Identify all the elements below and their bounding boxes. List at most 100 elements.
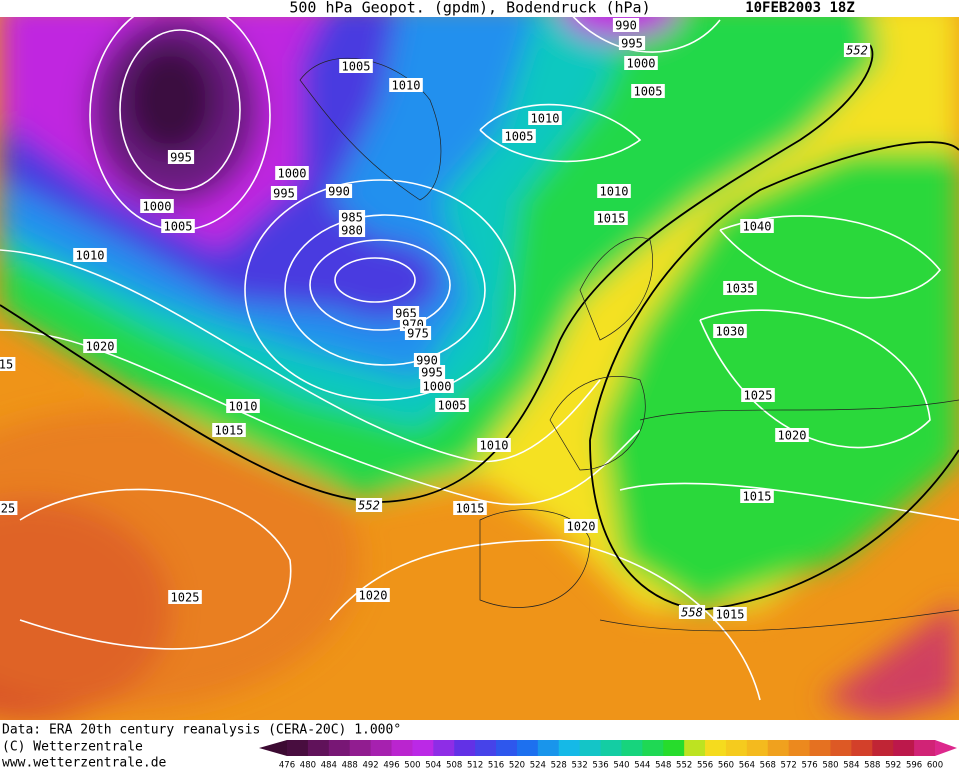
colorbar-label: 520	[509, 761, 525, 770]
isobar-label-box	[356, 588, 390, 602]
isobar-label-box	[741, 388, 775, 402]
colorbar-label: 544	[634, 761, 650, 770]
colorbar-swatch	[914, 740, 936, 756]
isobar-label-box	[140, 199, 174, 213]
isobar-label: 15	[0, 358, 13, 372]
isobar-labels: 9909951000100510051010101010059951000995…	[0, 18, 871, 622]
colorbar-label: 504	[425, 761, 441, 770]
colorbar-label: 584	[843, 761, 859, 770]
colorbar-label: 532	[572, 761, 588, 770]
isobar-label: 995	[621, 37, 643, 51]
isobar-label-box	[275, 166, 309, 180]
isobar-label-box	[161, 219, 195, 233]
colorbar-swatch	[537, 740, 560, 756]
colorbar-label: 496	[383, 761, 399, 770]
isobar-label-box	[83, 339, 117, 353]
isobar-label-box	[618, 36, 646, 50]
colorbar-label: 476	[279, 761, 295, 770]
isobar-label: 1000	[143, 200, 172, 214]
colorbar-swatch	[830, 740, 852, 756]
isobar-label: 990	[328, 185, 350, 199]
isobar-label-box	[775, 428, 809, 442]
colorbar-label: 576	[801, 761, 817, 770]
colorbar-arrow	[259, 740, 287, 756]
isobar-label: 990	[615, 19, 637, 33]
colorbar-label: 500	[404, 761, 420, 770]
isobar-label: 1005	[634, 85, 663, 99]
isobar-label-box	[355, 498, 383, 512]
colorbar-swatch	[746, 740, 769, 756]
colorbar-swatch	[433, 740, 455, 756]
isobar-label: 1010	[600, 185, 629, 199]
colorbar-label: 552	[676, 761, 692, 770]
isobar-label-box	[612, 18, 640, 32]
isobar-label: 1020	[778, 429, 807, 443]
colorbar-label: 568	[760, 761, 776, 770]
isobar-label-box	[418, 365, 446, 379]
isobar-label: 1040	[743, 220, 772, 234]
isobar-label: 990	[416, 354, 438, 368]
isobar-label-box	[435, 398, 469, 412]
isobar-label: 1020	[359, 589, 388, 603]
colorbar-label: 580	[822, 761, 838, 770]
isobar-label-box	[325, 184, 353, 198]
colorbar-label: 588	[864, 761, 880, 770]
coastlines	[299, 57, 959, 632]
colorbar-swatch	[788, 740, 811, 756]
isobar-label: 552	[846, 44, 868, 58]
colorbar-label: 512	[467, 761, 483, 770]
isobar-label-box	[212, 423, 246, 437]
colorbar-arrow	[935, 740, 957, 756]
colorbar-label: 560	[718, 761, 734, 770]
isobar-label: 1000	[278, 167, 307, 181]
colorbar-swatch	[558, 740, 581, 756]
colorbar-swatch	[496, 740, 518, 756]
isobar-label-box	[404, 326, 432, 340]
isobar-label: 1010	[531, 112, 560, 126]
footer-line: www.wetterzentrale.de	[2, 756, 167, 770]
isobar-label: 1010	[392, 79, 421, 93]
colorbar-label: 488	[342, 761, 358, 770]
colorbar: 476 480 484 488 492 496 500 504 508 512 516 520 524 5…	[259, 740, 957, 770]
isobar-label-box	[413, 353, 441, 367]
footer-line: Data: ERA 20th century reanalysis (CERA-…	[2, 723, 401, 738]
colorbar-swatch	[307, 740, 330, 756]
isobar-label-box	[528, 111, 562, 125]
isobar-label-box	[502, 129, 536, 143]
colorbar-swatch	[600, 740, 622, 756]
isobar-label: 1005	[505, 130, 534, 144]
isobar-label-box	[597, 184, 631, 198]
colorbar-swatch	[349, 740, 372, 756]
isobar-label: 25	[1, 502, 15, 516]
colorbar-swatch	[851, 740, 873, 756]
isobar-label: 975	[407, 327, 429, 341]
colorbar-label: 492	[362, 761, 378, 770]
colorbar-swatch	[684, 740, 706, 756]
colorbar-label: 540	[613, 761, 629, 770]
isobar-label: 1005	[438, 399, 467, 413]
colorbar-label: 572	[781, 761, 797, 770]
colorbar-swatch	[287, 740, 309, 756]
isobar-label: 1025	[171, 591, 200, 605]
header-strip	[0, 0, 959, 17]
isobar-label-box	[270, 186, 298, 200]
isobar-label: 1025	[744, 389, 773, 403]
colorbar-swatch	[663, 740, 685, 756]
isobar-label-box	[740, 219, 774, 233]
colorbar-label: 480	[300, 761, 316, 770]
isobar-label-box	[740, 489, 774, 503]
colorbar-swatch	[725, 740, 748, 756]
isobar-label: 1010	[229, 400, 258, 414]
isobar-label-box	[226, 399, 260, 413]
isobar-label-box	[338, 223, 366, 237]
colorbar-swatch	[809, 740, 831, 756]
isobar-label: 558	[681, 606, 703, 620]
isobar-label-box	[73, 248, 107, 262]
isobar-label: 1005	[164, 220, 193, 234]
isobar-label-box	[843, 43, 871, 57]
colorbar-label: 600	[927, 761, 943, 770]
colorbar-label: 592	[885, 761, 901, 770]
isobar-label: 985	[341, 211, 363, 225]
isobar-label-box	[392, 306, 420, 320]
colorbar-label: 564	[739, 761, 755, 770]
